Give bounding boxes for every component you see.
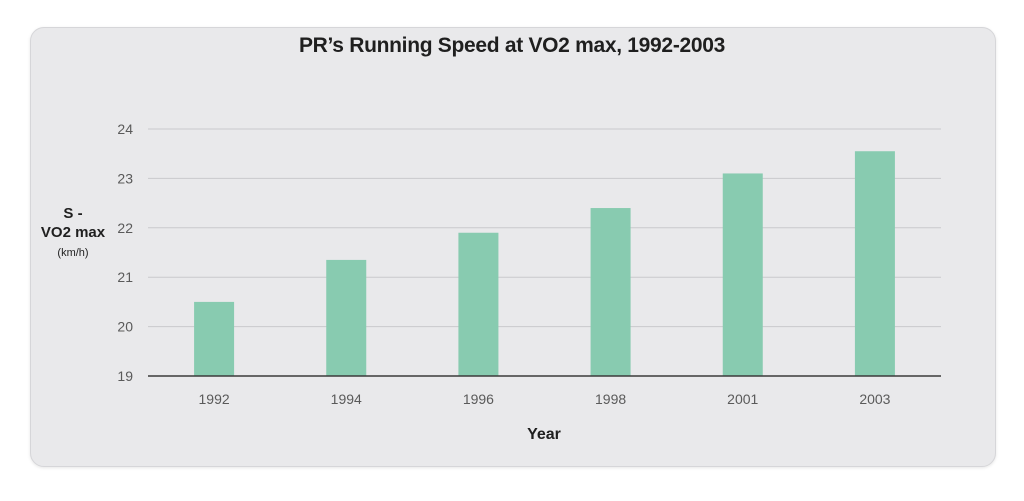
y-tick-label: 21 [117, 269, 133, 285]
bar [194, 301, 235, 376]
y-tick-label: 24 [117, 121, 133, 137]
bar [590, 208, 631, 376]
y-axis-label-line-1: S - [63, 205, 83, 222]
y-tick-label: 20 [117, 319, 133, 335]
x-tick-label: 1992 [199, 391, 230, 407]
y-axis-label-unit: (km/h) [57, 247, 89, 259]
x-axis-label: Year [527, 426, 561, 443]
x-tick-label: 1996 [463, 391, 494, 407]
x-tick-label: 2003 [859, 391, 890, 407]
x-tick-label: 2001 [727, 391, 758, 407]
y-tick-label: 22 [117, 220, 133, 236]
bar [326, 259, 367, 376]
bar [722, 173, 763, 376]
bar [854, 151, 895, 376]
chart-title: PR’s Running Speed at VO2 max, 1992-2003 [298, 34, 726, 57]
chart-card [30, 27, 996, 467]
y-tick-label: 23 [117, 170, 133, 186]
bar [458, 232, 499, 376]
x-tick-label: 1998 [595, 391, 626, 407]
x-tick-label: 1994 [331, 391, 362, 407]
y-tick-label: 19 [117, 368, 133, 384]
y-axis-label-line-2: VO2 max [40, 224, 106, 241]
